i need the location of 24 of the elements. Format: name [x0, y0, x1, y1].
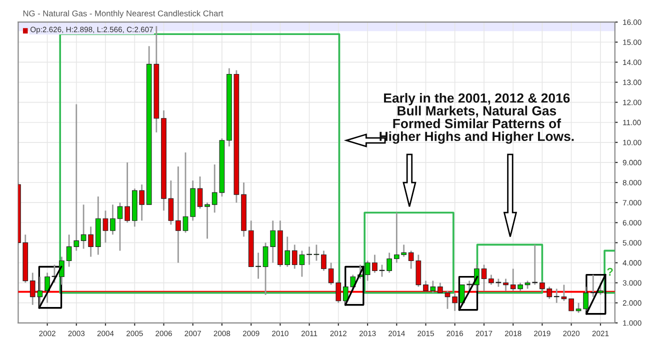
candlestick	[503, 278, 508, 292]
candlestick	[444, 290, 450, 310]
candlestick	[102, 210, 108, 244]
candlestick	[182, 152, 188, 234]
candlestick	[117, 202, 123, 252]
chart-title: NG - Natural Gas - Monthly Nearest Candlestick Chart	[23, 10, 224, 18]
candlestick	[124, 162, 130, 224]
candlestick	[59, 256, 64, 286]
candlestick	[110, 204, 116, 236]
annotation: ?	[607, 268, 613, 276]
candlestick	[386, 252, 392, 274]
candlestick	[204, 202, 210, 240]
candlestick	[321, 250, 326, 272]
candlestick	[306, 246, 312, 266]
candlestick	[568, 298, 574, 312]
annotation: Early in the 2001, 2012 & 2016 Bull Markets, Natural Gas Formed Similar Patterns of Higher Highs and Higher Lows.	[380, 93, 574, 144]
candlestick	[452, 292, 458, 312]
candlestick	[590, 274, 596, 298]
candlestick	[44, 272, 50, 304]
candlestick	[438, 282, 443, 294]
candlestick	[197, 176, 203, 210]
candlestick	[176, 166, 181, 264]
candlestick	[598, 282, 604, 296]
candlestick	[481, 264, 487, 292]
